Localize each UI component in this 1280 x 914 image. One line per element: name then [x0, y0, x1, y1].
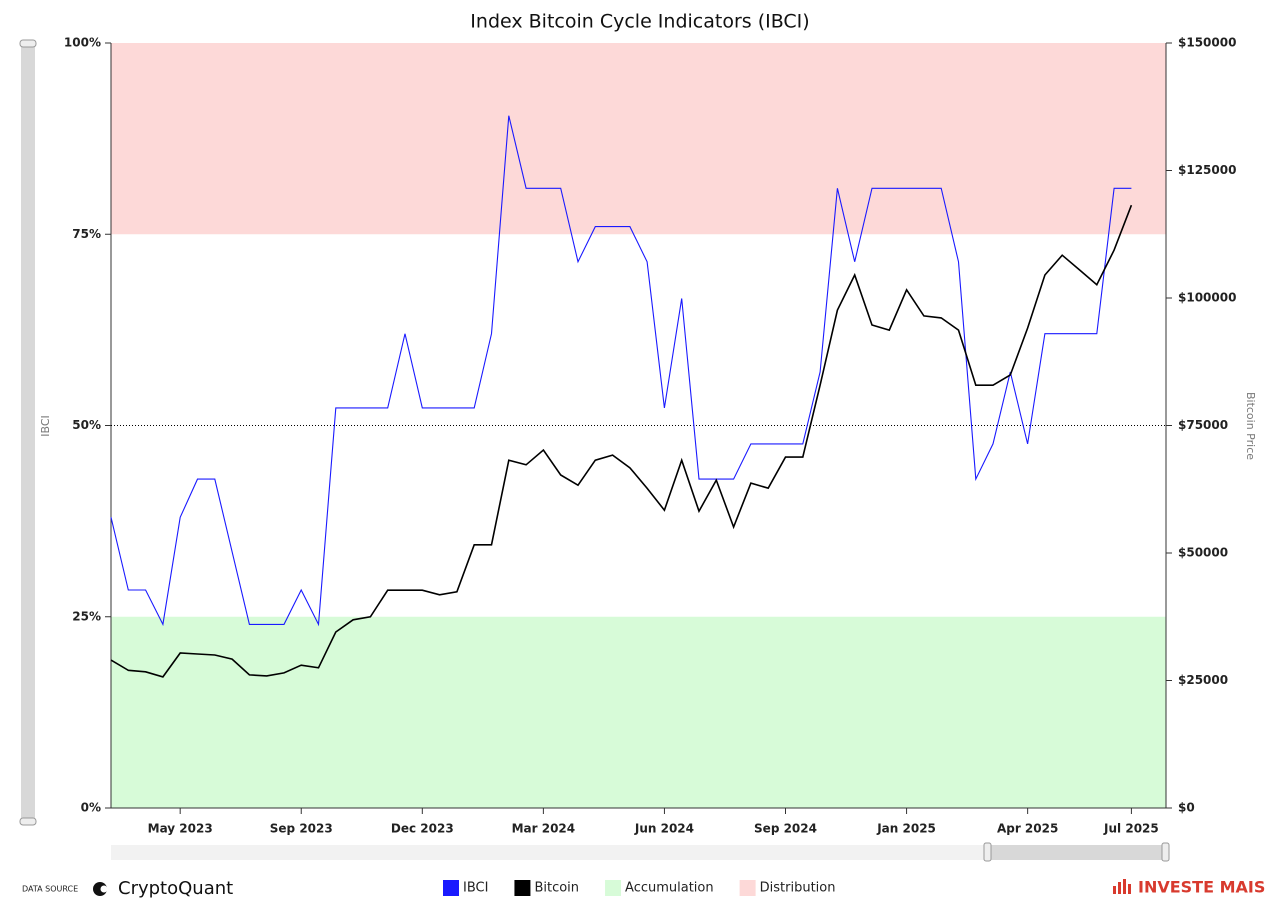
x-tick-label: Sep 2024: [754, 822, 817, 836]
plot-band: [111, 616, 1166, 808]
legend-label: Bitcoin: [534, 881, 579, 896]
series-line: [110, 204, 1133, 678]
legend-swatch: [514, 880, 531, 896]
data-source: CryptoQuant: [118, 878, 233, 899]
y-tick-label: 25%: [72, 609, 101, 623]
scrollbar-handle[interactable]: [1161, 842, 1170, 862]
y2-tick-label: $125000: [1178, 163, 1236, 177]
y-navigator[interactable]: [21, 43, 35, 821]
y-tick-label: 0%: [81, 801, 101, 815]
legend-swatch: [443, 880, 459, 896]
y2-tick-label: $25000: [1178, 673, 1228, 687]
y-axis-label: IBCI: [39, 415, 52, 437]
navigator-handle[interactable]: [19, 817, 37, 826]
legend-label: Distribution: [760, 881, 836, 896]
x-tick-label: Sep 2023: [270, 822, 333, 836]
scrollbar-thumb[interactable]: [988, 845, 1166, 860]
series-line: [110, 115, 1132, 627]
x-scrollbar[interactable]: [111, 845, 1166, 860]
x-tick-label: Jun 2024: [634, 822, 694, 836]
y2-axis-label: Bitcoin Price: [1244, 392, 1257, 460]
logo-icon: [100, 885, 108, 893]
y2-tick-label: $0: [1178, 801, 1195, 815]
plot-band: [111, 43, 1166, 235]
legend-swatch: [605, 880, 622, 896]
x-tick-label: Mar 2024: [512, 822, 576, 836]
y-tick-label: 50%: [72, 418, 101, 432]
scrollbar-handle[interactable]: [983, 842, 992, 862]
legend-label: IBCI: [463, 881, 488, 896]
y2-tick-label: $100000: [1178, 291, 1236, 305]
x-tick-label: Dec 2023: [391, 822, 454, 836]
y2-tick-label: $150000: [1178, 36, 1236, 50]
chart-title: Index Bitcoin Cycle Indicators (IBCI): [470, 11, 809, 33]
legend-swatch: [739, 880, 756, 896]
x-tick-label: Apr 2025: [997, 822, 1058, 836]
x-tick-label: Jan 2025: [876, 822, 936, 836]
x-tick-label: Jul 2025: [1103, 822, 1159, 836]
y-tick-label: 100%: [64, 36, 101, 50]
logo-icon: [93, 882, 107, 896]
legend-label: Accumulation: [625, 881, 714, 896]
brand: INVESTE MAIS: [1138, 878, 1265, 897]
data-source-label: DATA SOURCE: [22, 885, 78, 894]
y-tick-label: 75%: [72, 227, 101, 241]
y2-tick-label: $75000: [1178, 418, 1228, 432]
y2-tick-label: $50000: [1178, 546, 1228, 560]
navigator-handle[interactable]: [19, 39, 37, 48]
brand-icon: [1113, 879, 1131, 894]
x-tick-label: May 2023: [148, 822, 213, 836]
